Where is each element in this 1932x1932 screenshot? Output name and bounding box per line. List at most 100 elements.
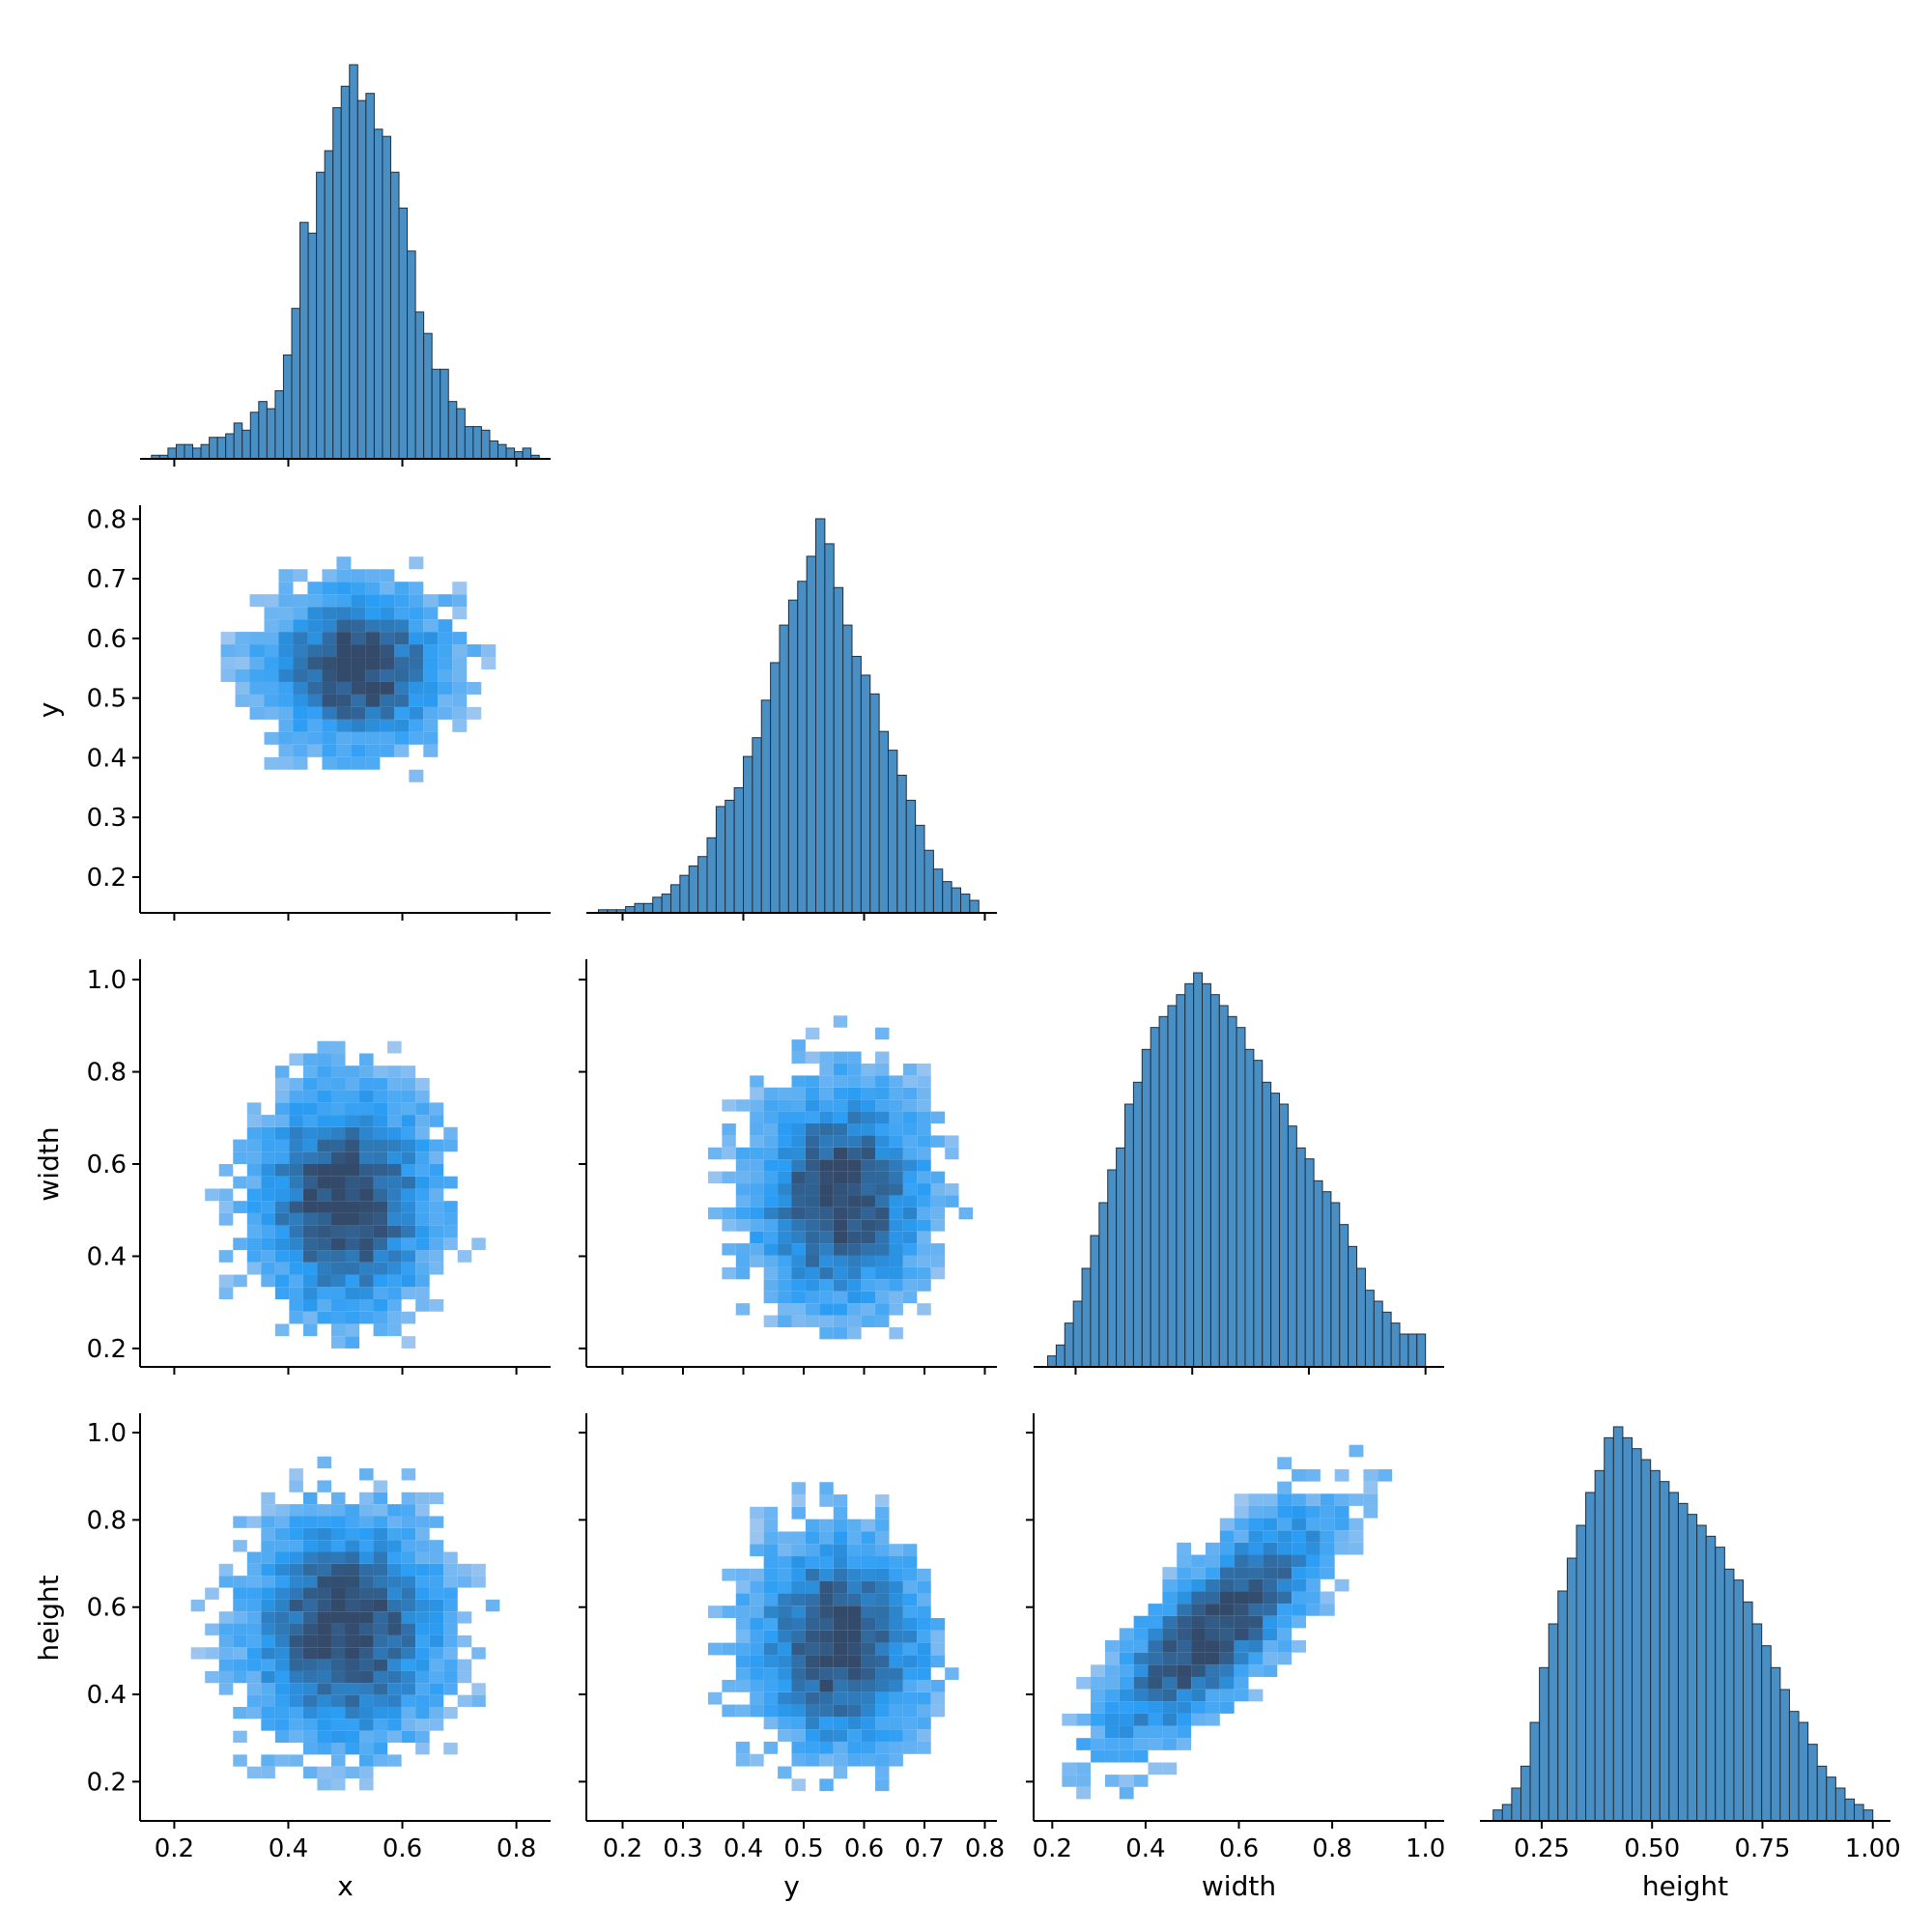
x-tick-label-width-height-1: 0.4	[1125, 1834, 1165, 1863]
density-cell-x-y	[365, 644, 381, 658]
density-cell-y-height	[778, 1556, 792, 1569]
x-tick-label-x-height-2: 0.6	[383, 1834, 422, 1863]
density-cell-x-y	[365, 706, 381, 720]
density-cell-y-height	[930, 1691, 946, 1705]
hist-bar-width-10	[1132, 1081, 1143, 1368]
density-cell-x-width	[415, 1188, 430, 1202]
density-cell-x-width	[330, 1237, 346, 1251]
density-cell-x-y	[336, 632, 352, 645]
density-cell-y-width	[889, 1291, 903, 1304]
density-cell-x-height	[373, 1611, 388, 1624]
density-cell-x-height	[330, 1540, 346, 1552]
density-cell-x-height	[401, 1551, 416, 1564]
density-cell-x-height	[302, 1540, 318, 1552]
x-tick-label-width-height-4: 1.0	[1406, 1834, 1445, 1863]
density-cell-x-height	[345, 1576, 360, 1588]
density-cell-y-width	[917, 1075, 931, 1088]
density-cell-x-width	[218, 1287, 234, 1299]
hist-bar-y-11	[697, 856, 708, 914]
density-cell-x-width	[415, 1102, 430, 1116]
density-cell-x-y	[351, 582, 366, 595]
density-cell-y-width	[750, 1219, 764, 1232]
density-cell-y-height	[778, 1717, 792, 1730]
density-cell-width-height	[1320, 1567, 1335, 1579]
density-cell-x-y	[278, 756, 294, 770]
density-cell-x-height	[387, 1623, 402, 1635]
density-cell-x-height	[246, 1563, 262, 1577]
hist-bar-y-27	[842, 624, 853, 914]
density-cell-width-height	[1191, 1689, 1206, 1702]
density-cell-x-width	[429, 1299, 444, 1312]
density-cell-x-y	[307, 632, 323, 645]
density-cell-x-width	[218, 1188, 234, 1202]
density-cell-y-width	[819, 1159, 834, 1172]
density-cell-x-y	[409, 582, 424, 595]
density-cell-x-y	[336, 657, 352, 669]
density-cell-x-y	[307, 582, 323, 595]
density-cell-y-height	[875, 1691, 890, 1705]
density-cell-x-y	[336, 706, 352, 720]
density-cell-y-height	[902, 1593, 918, 1606]
density-cell-width-height	[1133, 1664, 1149, 1677]
density-cell-x-y	[278, 694, 294, 707]
density-cell-x-width	[317, 1115, 331, 1127]
density-cell-x-y	[351, 669, 366, 682]
density-cell-y-width	[763, 1315, 779, 1327]
density-cell-y-height	[847, 1593, 862, 1606]
density-cell-x-height	[415, 1504, 430, 1517]
y-tick-label-x-width-1: 0.4	[87, 1242, 127, 1271]
density-cell-y-width	[778, 1266, 792, 1280]
density-cell-width-height	[1148, 1762, 1163, 1776]
density-panel-y-height: 0.2 0.3 0.4 0.5 0.6 0.7 0.8y	[579, 1413, 1005, 1902]
density-cell-x-height	[387, 1754, 402, 1767]
density-cell-y-height	[763, 1506, 779, 1520]
density-cell-x-height	[373, 1623, 388, 1635]
density-cell-x-height	[330, 1754, 346, 1767]
density-cell-x-y	[351, 756, 366, 770]
density-cell-x-width	[387, 1250, 402, 1263]
density-cell-y-width	[707, 1207, 723, 1220]
density-cell-y-height	[735, 1679, 751, 1692]
density-cell-x-height	[359, 1492, 374, 1505]
density-cell-x-y	[278, 619, 294, 633]
density-cell-x-height	[471, 1647, 486, 1660]
density-cell-y-width	[791, 1243, 806, 1256]
density-cell-x-width	[233, 1274, 247, 1288]
density-cell-width-height	[1363, 1481, 1378, 1494]
density-cell-x-width	[246, 1126, 262, 1140]
density-cell-x-y	[423, 744, 439, 757]
hist-bar-height-29	[1761, 1645, 1772, 1822]
density-cell-y-height	[917, 1605, 931, 1618]
density-cell-y-height	[707, 1642, 723, 1656]
density-cell-y-width	[735, 1171, 751, 1184]
density-cell-x-y	[336, 582, 352, 595]
density-cell-width-height	[1349, 1518, 1364, 1531]
density-cell-x-y	[351, 744, 366, 757]
density-cell-y-width	[861, 1183, 876, 1196]
density-cell-x-height	[345, 1504, 360, 1517]
density-cell-x-width	[387, 1311, 402, 1324]
density-cell-y-width	[917, 1063, 931, 1076]
density-cell-x-height	[415, 1670, 430, 1684]
density-cell-x-width	[443, 1139, 458, 1152]
density-cell-y-width	[763, 1195, 779, 1208]
density-cell-x-height	[345, 1587, 360, 1600]
density-cell-x-width	[302, 1139, 318, 1152]
density-cell-x-width	[359, 1287, 374, 1299]
density-cell-x-y	[351, 731, 366, 745]
hist-bar-height-31	[1779, 1689, 1790, 1822]
density-cell-y-width	[791, 1255, 806, 1267]
density-cell-y-width	[889, 1123, 903, 1136]
density-cell-y-height	[778, 1667, 792, 1680]
density-cell-width-height	[1119, 1775, 1134, 1787]
density-cell-x-width	[261, 1225, 275, 1238]
density-cell-x-height	[246, 1623, 262, 1635]
density-cell-x-width	[345, 1274, 360, 1288]
density-cell-x-width	[289, 1212, 303, 1226]
density-cell-x-y	[322, 694, 337, 707]
density-cell-x-width	[387, 1040, 402, 1054]
density-cell-y-width	[847, 1147, 862, 1160]
density-cell-x-y	[409, 669, 424, 682]
density-cell-x-height	[429, 1670, 444, 1684]
density-cell-x-height	[373, 1576, 388, 1588]
